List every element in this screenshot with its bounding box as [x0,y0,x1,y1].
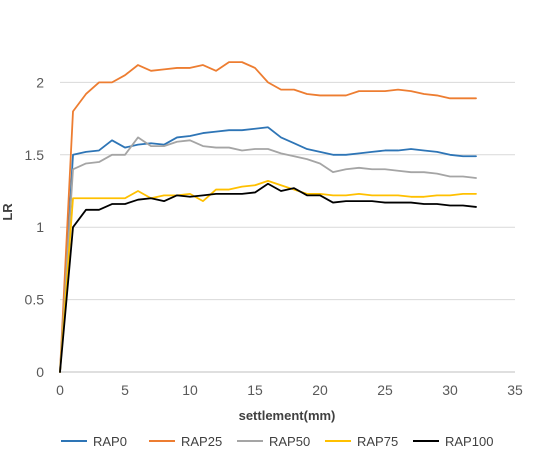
series-layer [59,61,477,373]
x-axis-title: settlement(mm) [239,408,336,423]
x-tick-label: 25 [377,382,393,398]
y-tick-label: 1 [36,219,44,235]
legend-label: RAP100 [445,434,493,449]
legend-label: RAP25 [181,434,222,449]
x-tick-label: 20 [312,382,328,398]
legend: RAP0 RAP25 RAP50 RAP75 RAP100 [61,434,493,449]
legend-label: RAP75 [357,434,398,449]
legend-label: RAP0 [93,434,127,449]
legend-item-rap25: RAP25 [149,434,222,449]
legend-item-rap100: RAP100 [413,434,493,449]
tick-label-layer: 00.511.520 5 10 15 20 25 30 35 [25,74,523,398]
legend-item-rap75: RAP75 [325,434,398,449]
y-tick-label: 0.5 [25,292,45,308]
x-tick-label: 15 [247,382,263,398]
y-tick-label: 2 [36,74,44,90]
x-tick-label: 35 [507,382,523,398]
y-tick-label: 1.5 [25,147,45,163]
x-tick-label: 5 [121,382,129,398]
legend-label: RAP50 [269,434,310,449]
y-tick-label: 0 [36,364,44,380]
series-line-rap50 [59,136,477,373]
grid-layer [60,81,515,301]
y-axis-title: LR [0,203,15,221]
series-line-rap75 [59,179,477,373]
series-line-rap100 [59,182,477,373]
legend-item-rap50: RAP50 [237,434,310,449]
x-tick-label: 30 [442,382,458,398]
series-line-rap0 [59,126,477,373]
x-tick-label: 0 [56,382,64,398]
series-line-rap25 [59,61,477,373]
legend-item-rap0: RAP0 [61,434,127,449]
x-tick-label: 10 [182,382,198,398]
